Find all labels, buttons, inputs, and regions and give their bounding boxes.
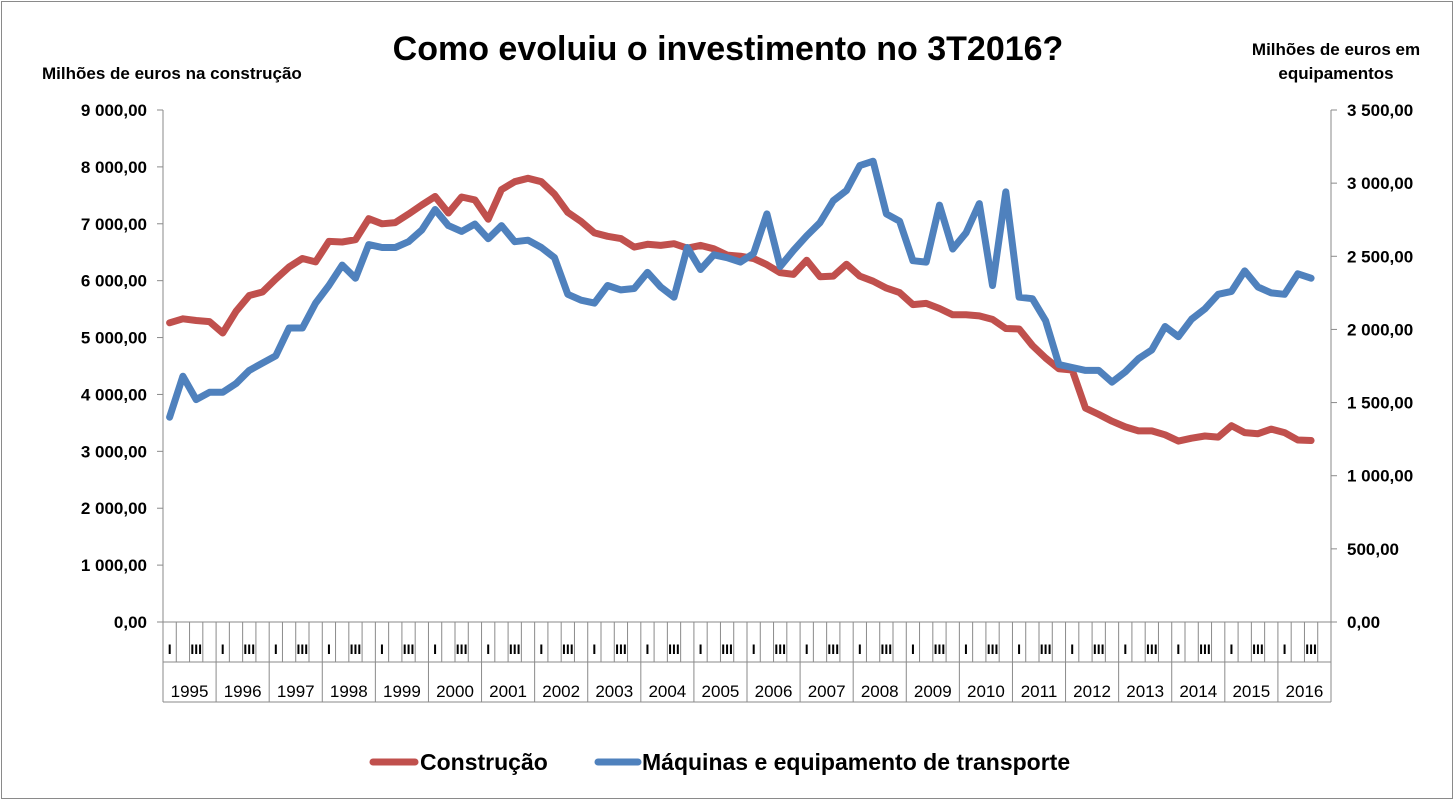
quarter-label: III xyxy=(403,641,415,657)
quarter-label: I xyxy=(911,641,915,657)
year-label: 2014 xyxy=(1179,682,1217,701)
quarter-label: I xyxy=(168,641,172,657)
right-tick-label: 2 500,00 xyxy=(1347,247,1413,266)
year-label: 1996 xyxy=(224,682,262,701)
quarter-label: III xyxy=(190,641,202,657)
year-label: 2002 xyxy=(542,682,580,701)
year-label: 1999 xyxy=(383,682,421,701)
year-label: 2013 xyxy=(1126,682,1164,701)
quarter-label: III xyxy=(668,641,680,657)
year-label: 2008 xyxy=(861,682,899,701)
quarter-label: III xyxy=(881,641,893,657)
quarter-label: III xyxy=(562,641,574,657)
quarter-label: III xyxy=(721,641,733,657)
quarter-label: I xyxy=(1230,641,1234,657)
quarter-label: III xyxy=(1093,641,1105,657)
quarter-label: I xyxy=(539,641,543,657)
series-line-maquinas xyxy=(166,157,1315,421)
year-label: 1997 xyxy=(277,682,315,701)
left-tick-label: 1 000,00 xyxy=(81,556,147,575)
quarter-label: III xyxy=(350,641,362,657)
quarter-label: I xyxy=(1176,641,1180,657)
left-tick-label: 9 000,00 xyxy=(81,101,147,120)
year-label: 2010 xyxy=(967,682,1005,701)
year-label: 2003 xyxy=(595,682,633,701)
right-tick-label: 2 000,00 xyxy=(1347,320,1413,339)
year-label: 2005 xyxy=(702,682,740,701)
right-axis-title-line1: Milhões de euros em xyxy=(1251,40,1421,59)
year-label: 2001 xyxy=(489,682,527,701)
year-label: 2011 xyxy=(1021,682,1058,701)
quarter-label: I xyxy=(646,641,650,657)
quarter-label: III xyxy=(1040,641,1052,657)
quarter-label: I xyxy=(486,641,490,657)
quarter-label: III xyxy=(827,641,839,657)
right-tick-label: 3 000,00 xyxy=(1347,174,1413,193)
left-tick-label: 5 000,00 xyxy=(81,329,147,348)
quarter-label: I xyxy=(699,641,703,657)
quarter-label: III xyxy=(1199,641,1211,657)
quarter-label: I xyxy=(274,641,278,657)
year-label: 2004 xyxy=(648,682,686,701)
quarter-label: I xyxy=(1070,641,1074,657)
left-tick-label: 3 000,00 xyxy=(81,442,147,461)
quarter-label: I xyxy=(433,641,437,657)
legend-label-construcao: Construção xyxy=(420,749,548,775)
quarter-label: III xyxy=(1305,641,1317,657)
quarter-label: I xyxy=(380,641,384,657)
chart-title: Como evoluiu o investimento no 3T2016? xyxy=(392,30,1064,68)
left-tick-label: 2 000,00 xyxy=(81,499,147,518)
right-tick-label: 0,00 xyxy=(1347,613,1380,632)
quarter-label: I xyxy=(327,641,331,657)
year-label: 1995 xyxy=(171,682,209,701)
quarter-label: III xyxy=(987,641,999,657)
right-tick-label: 3 500,00 xyxy=(1347,101,1413,120)
left-axis-title: Milhões de euros na construção xyxy=(42,64,302,83)
quarter-label: I xyxy=(592,641,596,657)
quarter-label: I xyxy=(805,641,809,657)
left-tick-label: 8 000,00 xyxy=(81,158,147,177)
left-tick-label: 4 000,00 xyxy=(81,385,147,404)
year-label: 2012 xyxy=(1073,682,1111,701)
year-label: 2016 xyxy=(1286,682,1324,701)
quarter-label: III xyxy=(509,641,521,657)
year-label: 2000 xyxy=(436,682,474,701)
quarter-label: III xyxy=(774,641,786,657)
quarter-label: III xyxy=(615,641,627,657)
quarter-label: III xyxy=(934,641,946,657)
year-label: 2006 xyxy=(755,682,793,701)
quarter-label: I xyxy=(1017,641,1021,657)
quarter-label: I xyxy=(1283,641,1287,657)
quarter-label: III xyxy=(243,641,255,657)
quarter-label: III xyxy=(456,641,468,657)
quarter-label: I xyxy=(1123,641,1127,657)
left-tick-label: 7 000,00 xyxy=(81,215,147,234)
quarter-label: I xyxy=(221,641,225,657)
quarter-label: III xyxy=(297,641,309,657)
quarter-label: I xyxy=(858,641,862,657)
quarter-label: I xyxy=(752,641,756,657)
right-axis-title-line2: equipamentos xyxy=(1278,64,1394,83)
quarter-label: III xyxy=(1252,641,1264,657)
year-label: 2015 xyxy=(1232,682,1270,701)
series-line-construcao xyxy=(166,174,1315,445)
right-axis-title: Milhões de euros em equipamentos xyxy=(1220,38,1452,86)
year-label: 1998 xyxy=(330,682,368,701)
left-tick-label: 6 000,00 xyxy=(81,272,147,291)
right-tick-label: 1 000,00 xyxy=(1347,467,1413,486)
left-tick-label: 0,00 xyxy=(114,613,147,632)
quarter-label: III xyxy=(1146,641,1158,657)
quarter-label: I xyxy=(964,641,968,657)
year-label: 2007 xyxy=(808,682,846,701)
right-tick-label: 1 500,00 xyxy=(1347,394,1413,413)
legend-label-maquinas: Máquinas e equipamento de transporte xyxy=(642,749,1070,775)
year-label: 2009 xyxy=(914,682,952,701)
right-tick-label: 500,00 xyxy=(1347,540,1399,559)
